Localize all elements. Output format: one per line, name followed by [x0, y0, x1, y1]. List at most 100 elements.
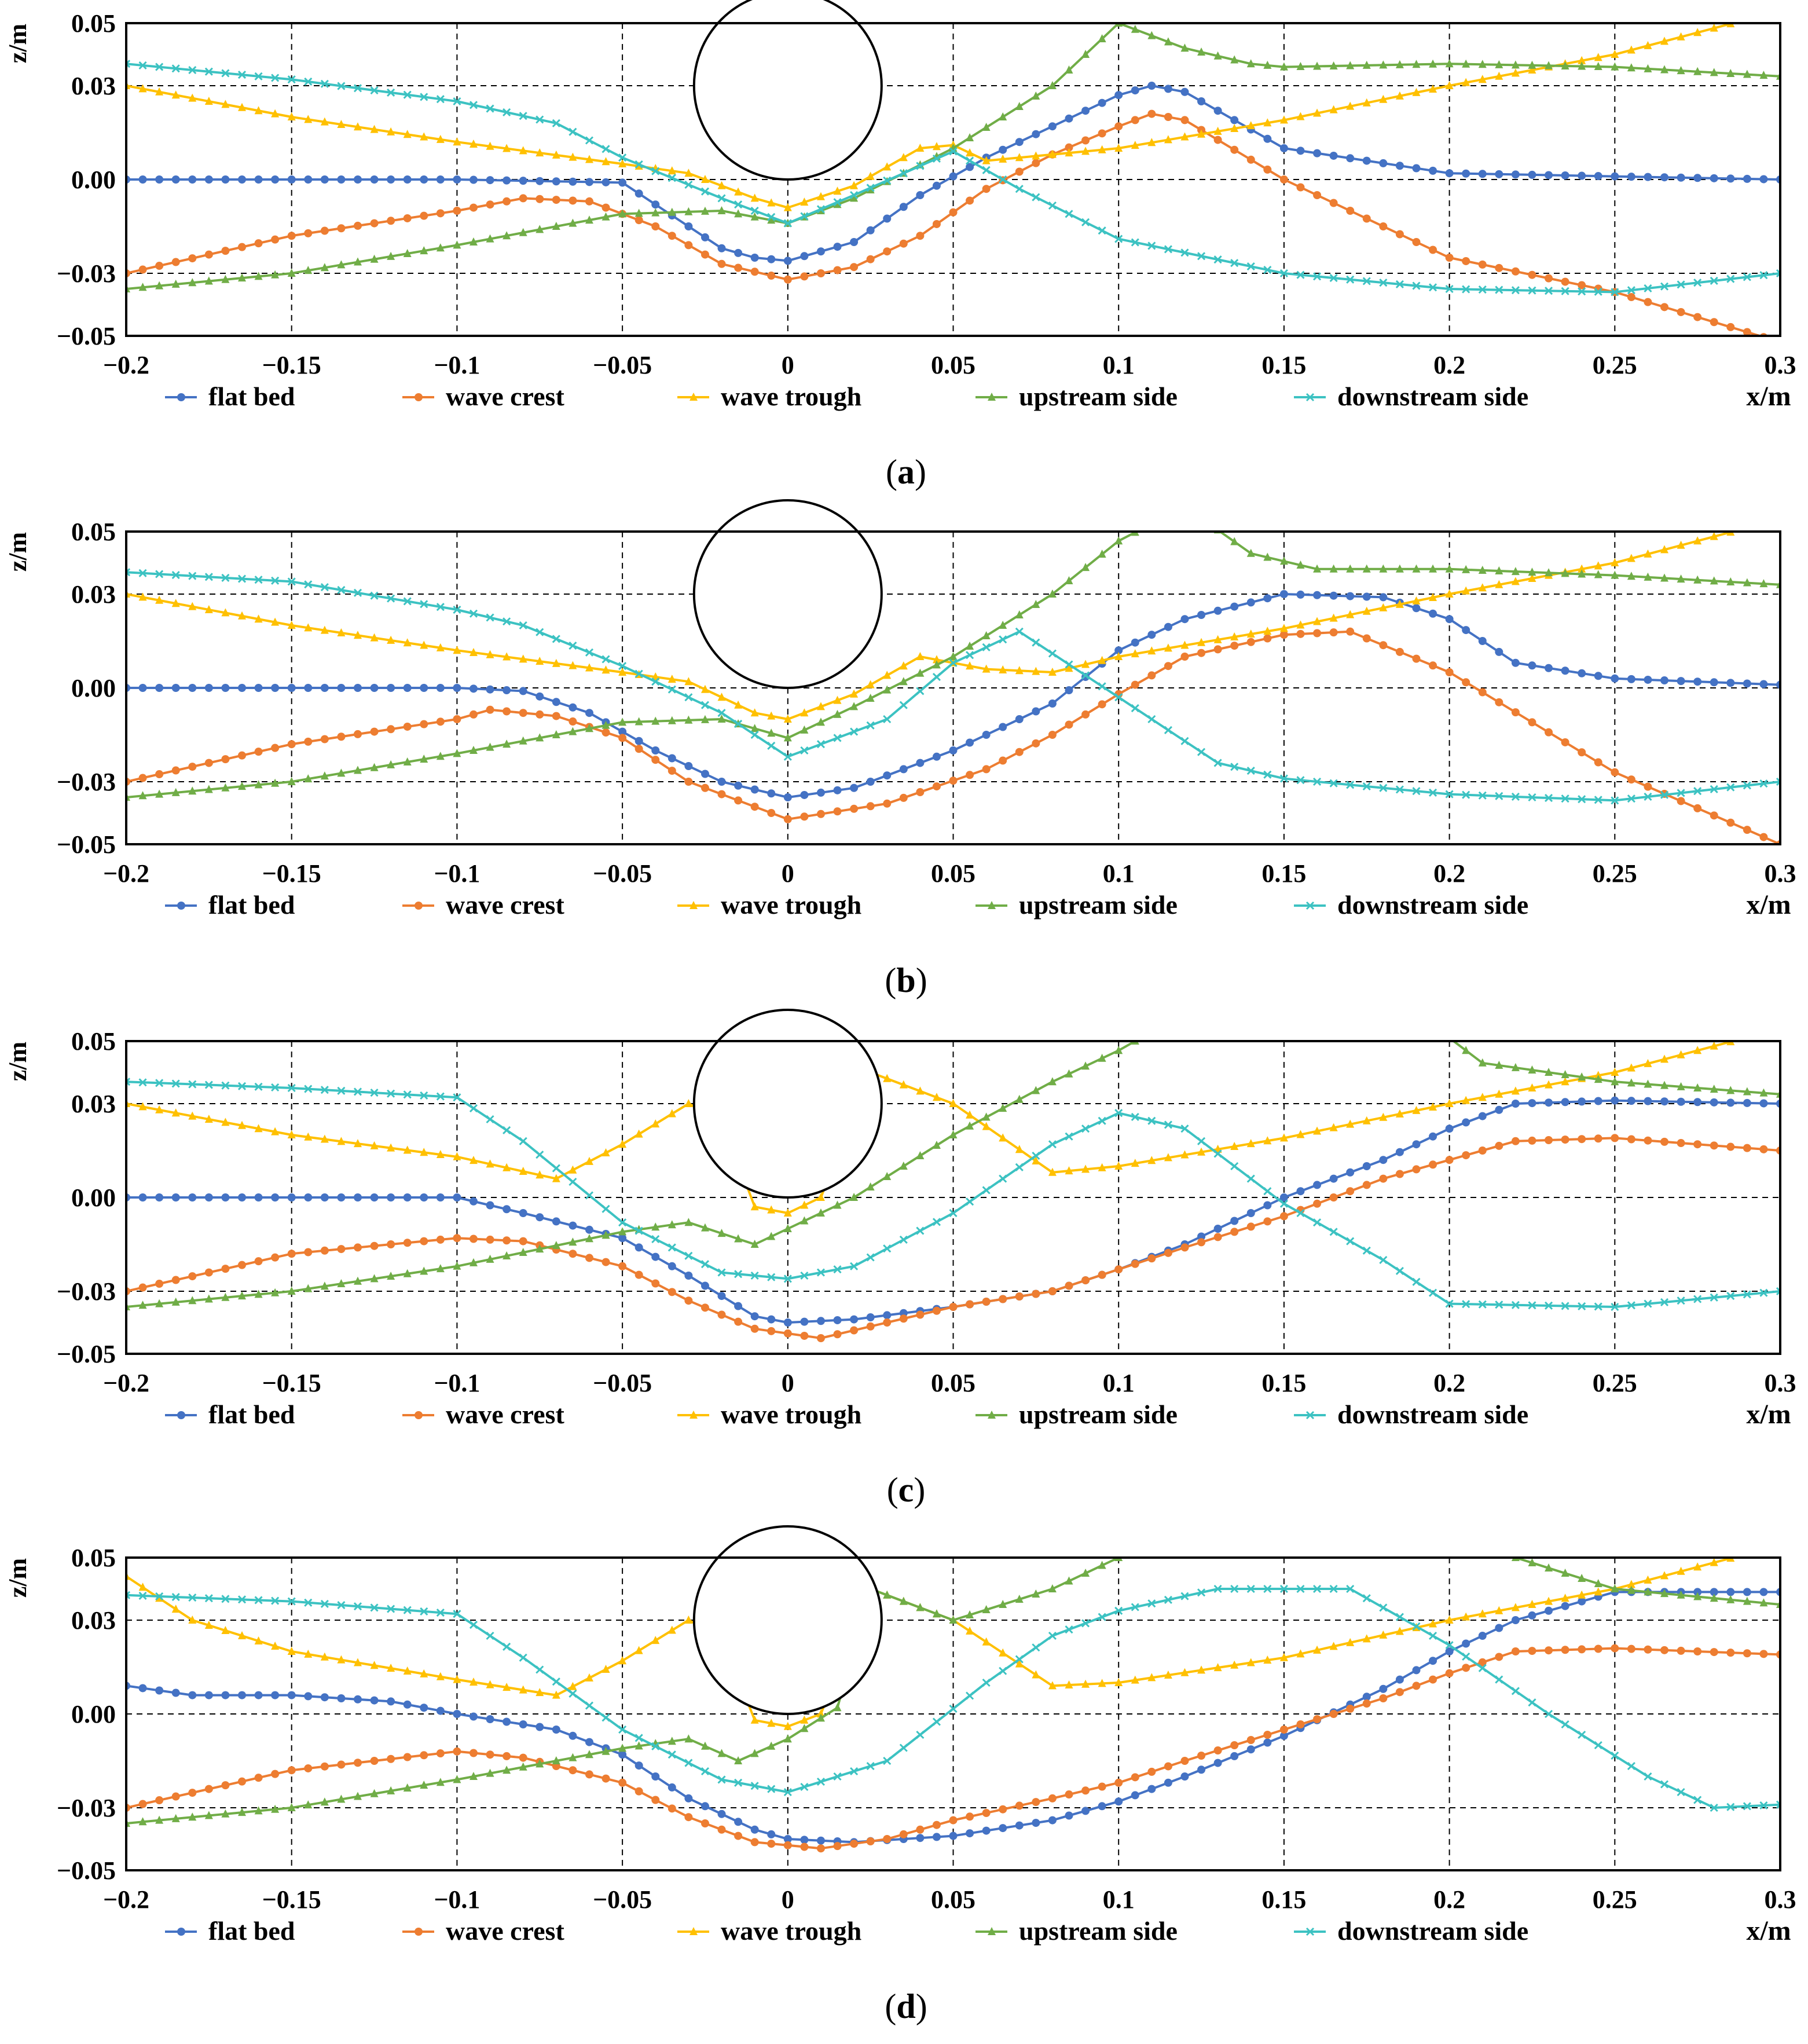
data-point: [684, 1616, 693, 1624]
data-point: [1445, 1647, 1454, 1655]
x-axis-label: x/m: [1746, 381, 1791, 412]
data-point: [1495, 580, 1503, 588]
data-point: [602, 203, 610, 212]
data-point: [1263, 770, 1272, 779]
data-point: [1412, 1622, 1421, 1631]
x-tick-label: −0.1: [434, 1885, 480, 1914]
data-point: [1032, 1798, 1040, 1807]
data-point: [750, 1825, 759, 1834]
data-point: [1246, 262, 1255, 271]
data-point: [1462, 565, 1470, 573]
data-point: [618, 734, 627, 742]
data-point: [271, 1193, 280, 1202]
data-point: [304, 229, 313, 237]
legend: flat bed wave crest wave trough upstream si…: [165, 382, 1528, 411]
data-point: [1644, 1136, 1652, 1145]
data-point: [1644, 1058, 1652, 1067]
data-point: [469, 746, 478, 754]
data-point: [1065, 65, 1073, 74]
data-point: [1180, 502, 1189, 510]
data-point: [1644, 173, 1652, 181]
data-point: [783, 1208, 792, 1217]
data-point: [602, 655, 610, 664]
data-point: [1511, 1647, 1520, 1655]
data-point: [1446, 1537, 1454, 1545]
data-point: [800, 197, 809, 206]
x-tick-label: 0.15: [1261, 351, 1306, 379]
data-point: [1131, 704, 1139, 713]
data-point: [701, 715, 709, 723]
data-point: [1445, 1099, 1454, 1107]
data-point: [436, 752, 445, 760]
data-point: [271, 175, 280, 184]
data-point: [734, 248, 743, 257]
data-point: [171, 599, 180, 607]
data-point: [469, 237, 478, 246]
data-point: [1660, 173, 1669, 182]
data-point: [1230, 1660, 1239, 1669]
data-point: [1611, 1751, 1619, 1760]
data-point: [1693, 1140, 1702, 1149]
data-point: [1230, 1525, 1238, 1533]
data-point: [1180, 43, 1189, 52]
data-point: [1263, 118, 1272, 127]
data-point: [1478, 60, 1487, 68]
data-point: [1329, 613, 1338, 622]
data-point: [1329, 1642, 1338, 1650]
data-point: [668, 1750, 676, 1759]
data-point: [1693, 787, 1702, 796]
data-point: [1478, 1058, 1487, 1067]
data-point: [304, 1764, 313, 1772]
data-point: [883, 1172, 892, 1180]
x-tick-label: 0.05: [931, 859, 975, 888]
data-point: [1528, 1558, 1536, 1566]
data-point: [353, 1658, 362, 1666]
data-point: [1412, 1666, 1421, 1675]
data-point: [1644, 41, 1652, 49]
data-point: [1495, 1549, 1503, 1557]
legend-marker: [988, 393, 996, 401]
legend: flat bed wave crest wave trough upstream si…: [165, 1916, 1528, 1946]
data-point: [1528, 286, 1536, 295]
data-point: [1147, 241, 1156, 250]
data-point: [1263, 1201, 1272, 1210]
data-point: [1197, 1752, 1206, 1760]
data-point: [370, 1603, 379, 1612]
data-point: [717, 709, 726, 717]
data-point: [1627, 1301, 1635, 1310]
data-point: [237, 1691, 246, 1699]
data-point: [1279, 556, 1288, 565]
data-point: [668, 685, 676, 694]
data-point: [1247, 1008, 1255, 1016]
y-axis-label: z/m: [3, 24, 32, 63]
data-point: [668, 166, 676, 175]
data-point: [1230, 116, 1239, 124]
series-group: [126, 1008, 1780, 1342]
data-point: [221, 573, 230, 582]
data-point: [1627, 794, 1635, 803]
data-point: [1263, 1655, 1272, 1664]
data-point: [668, 1220, 676, 1229]
data-point: [1114, 144, 1123, 152]
data-point: [1098, 145, 1106, 153]
data-point: [188, 1193, 197, 1202]
data-point: [353, 631, 362, 639]
legend-label: upstream side: [1019, 382, 1178, 411]
legend-marker: [415, 1411, 423, 1419]
data-point: [304, 737, 313, 746]
data-point: [1147, 31, 1156, 39]
data-point: [420, 1148, 428, 1156]
data-point: [684, 222, 693, 230]
data-point: [651, 1796, 660, 1804]
data-point: [1462, 790, 1470, 799]
data-point: [585, 724, 593, 732]
data-point: [370, 727, 379, 736]
data-point: [304, 1692, 313, 1701]
data-point: [916, 162, 925, 170]
data-point: [1677, 1296, 1685, 1305]
data-point: [651, 222, 660, 230]
data-point: [850, 727, 859, 736]
data-point: [833, 734, 842, 742]
data-point: [221, 1292, 230, 1301]
data-point: [1627, 1078, 1635, 1087]
